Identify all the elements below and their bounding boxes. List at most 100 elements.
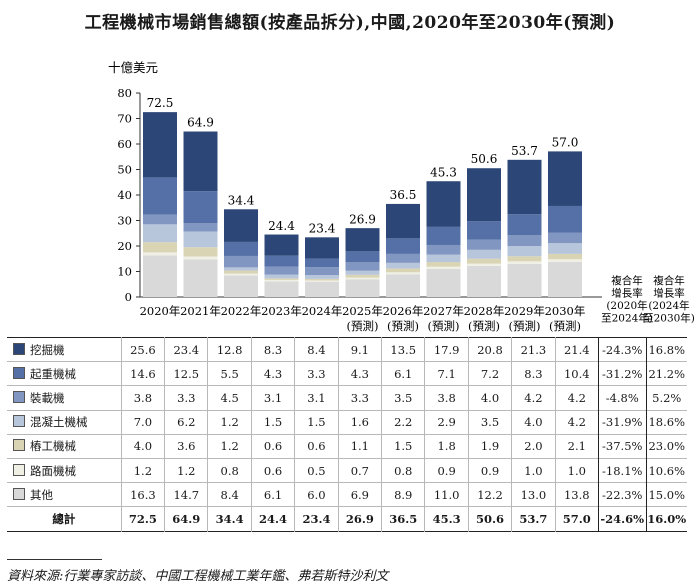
bar-segment-路面機械 — [183, 256, 218, 260]
total-label: 26.9 — [349, 212, 376, 226]
value-cell: 3.3 — [164, 385, 208, 411]
table-row: 其他 16.3 14.7 8.4 6.1 6.0 6.9 8.9 11.0 12.2 13.0 13.… — [7, 482, 687, 507]
bar-segment-起重機械 — [426, 226, 461, 245]
value-cell: 1.1 — [337, 434, 382, 459]
total-label: 45.3 — [430, 165, 457, 179]
value-cell: 0.5 — [294, 458, 339, 483]
row-label-cell: 樁工機械 — [7, 434, 121, 458]
bar-segment-其他 — [143, 255, 177, 297]
bar-segment-其他 — [426, 268, 461, 297]
cagr-cell: -18.1% — [597, 458, 647, 483]
legend-swatch — [13, 390, 25, 403]
bar-segment-裝載機 — [548, 232, 582, 244]
value-cell: 3.5 — [381, 385, 425, 411]
x-tick-label: 2030年 — [545, 304, 586, 318]
value-cell: 17.9 — [424, 337, 469, 362]
total-label: 57.0 — [552, 136, 579, 150]
y-tick-label: 20 — [117, 239, 132, 253]
y-tick-label: 30 — [117, 214, 132, 228]
bar-segment-起重機械 — [548, 205, 582, 233]
value-cell: 3.6 — [164, 434, 208, 459]
value-cell: 8.4 — [207, 482, 252, 507]
value-cell: 14.7 — [164, 482, 208, 507]
x-tick-label: 2027年 — [423, 304, 464, 318]
bar-segment-裝載機 — [507, 235, 542, 246]
value-cell: 11.0 — [424, 482, 469, 507]
value-cell: 2.1 — [554, 434, 599, 459]
bar-segment-路面機械 — [426, 266, 461, 269]
value-cell: 5.5 — [207, 361, 252, 386]
cagr-header-2024-2030: (2024年 — [648, 299, 689, 312]
cagr-cell: -37.5% — [597, 434, 647, 459]
x-tick-note: (預測) — [549, 319, 581, 333]
value-cell: 34.4 — [207, 506, 252, 531]
y-axis-title: 十億美元 — [108, 60, 158, 75]
total-label: 36.5 — [390, 188, 417, 202]
value-cell: 6.9 — [337, 482, 382, 507]
cagr-header-2020-2024: 增長率 — [611, 287, 643, 300]
bar-segment-樁工機械 — [183, 247, 218, 257]
bar-segment-裝載機 — [224, 255, 258, 268]
value-cell: 4.3 — [250, 361, 295, 386]
bar-segment-混凝土機械 — [224, 267, 258, 271]
value-cell: 7.1 — [424, 361, 469, 386]
value-cell: 8.9 — [381, 482, 425, 507]
cagr-cell: 21.2% — [645, 361, 687, 386]
total-label: 53.7 — [511, 144, 538, 158]
value-cell: 26.9 — [337, 506, 382, 531]
value-cell: 1.2 — [207, 410, 252, 435]
value-cell: 64.9 — [164, 506, 208, 531]
row-label: 起重機械 — [30, 366, 76, 381]
table-total-row: 總計 72.5 64.9 34.4 24.4 23.4 26.9 36.5 45.3 50.6 53… — [7, 506, 687, 531]
bar-segment-路面機械 — [224, 273, 258, 276]
bar-segment-其他 — [507, 263, 542, 297]
y-tick-label: 0 — [125, 290, 132, 304]
footnote-rule — [7, 559, 102, 560]
y-tick-label: 50 — [117, 163, 132, 177]
cagr-cell: 15.0% — [645, 482, 687, 507]
value-cell: 4.3 — [337, 361, 382, 386]
cagr-cell: -22.3% — [597, 482, 647, 507]
value-cell: 13.5 — [381, 337, 425, 362]
value-cell: 0.9 — [467, 458, 512, 483]
value-cell: 2.9 — [424, 410, 469, 435]
bar-segment-起重機械 — [224, 241, 258, 256]
value-cell: 8.4 — [294, 337, 339, 362]
bar-segment-樁工機械 — [426, 262, 461, 267]
row-label-cell: 裝載機 — [7, 386, 121, 410]
bar-segment-混凝土機械 — [345, 270, 380, 275]
bar-segment-挖掘機 — [305, 237, 339, 259]
table-row: 樁工機械 4.0 3.6 1.2 0.6 0.6 1.1 1.5 1.8 1.9 2.0 2.1 -37… — [7, 434, 687, 459]
table-row: 挖掘機 25.6 23.4 12.8 8.3 8.4 9.1 13.5 17.9 20.8 21.3… — [7, 337, 687, 362]
value-cell: 3.1 — [294, 385, 339, 411]
bar-segment-樁工機械 — [224, 270, 258, 274]
value-cell: 13.0 — [511, 482, 556, 507]
bar-segment-路面機械 — [345, 277, 380, 280]
bar-segment-起重機械 — [143, 177, 177, 215]
value-cell: 0.6 — [294, 434, 339, 459]
value-cell: 20.8 — [467, 337, 512, 362]
value-cell: 1.2 — [164, 458, 208, 483]
cagr-header-2024-2030: 增長率 — [653, 287, 685, 300]
cagr-cell: 10.6% — [645, 458, 687, 483]
cagr-cell: -31.2% — [597, 361, 647, 386]
row-label: 總計 — [52, 511, 76, 526]
value-cell: 6.1 — [381, 361, 425, 386]
cagr-header-2024-2030: 至2030年) — [643, 312, 695, 325]
cagr-cell: 18.6% — [645, 410, 687, 435]
value-cell: 0.7 — [337, 458, 382, 483]
bar-segment-挖掘機 — [548, 151, 582, 206]
x-tick-label: 2025年 — [342, 304, 383, 318]
value-cell: 3.1 — [250, 385, 295, 411]
cagr-header-2020-2024: (2020年 — [606, 299, 647, 312]
value-cell: 0.8 — [381, 458, 425, 483]
x-tick-label: 2024年 — [302, 304, 343, 318]
value-cell: 1.8 — [424, 434, 469, 459]
row-label: 挖掘機 — [30, 342, 65, 357]
bar-segment-混凝土機械 — [548, 243, 582, 254]
value-cell: 23.4 — [164, 337, 208, 362]
value-cell: 57.0 — [554, 506, 599, 531]
bar-segment-挖掘機 — [143, 112, 177, 178]
value-cell: 53.7 — [511, 506, 556, 531]
bar-segment-其他 — [345, 279, 380, 297]
